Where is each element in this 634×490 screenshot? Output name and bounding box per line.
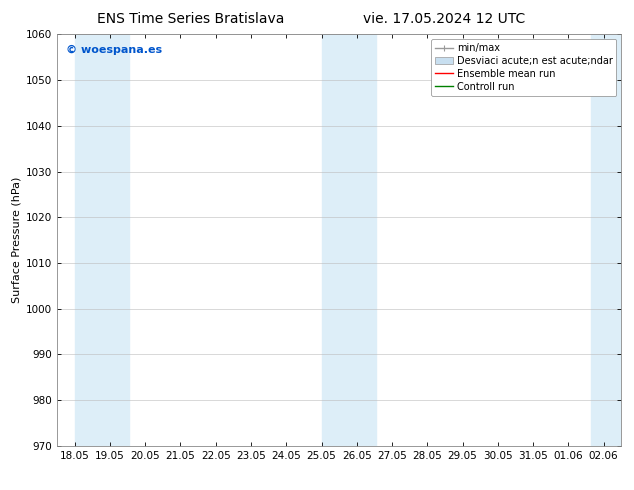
Legend: min/max, Desviaci acute;n est acute;ndar, Ensemble mean run, Controll run: min/max, Desviaci acute;n est acute;ndar… <box>431 39 616 96</box>
Bar <box>321 34 376 446</box>
Y-axis label: Surface Pressure (hPa): Surface Pressure (hPa) <box>12 177 22 303</box>
Bar <box>592 34 621 446</box>
Text: ENS Time Series Bratislava: ENS Time Series Bratislava <box>96 12 284 26</box>
Bar <box>75 34 129 446</box>
Text: © woespana.es: © woespana.es <box>65 45 162 55</box>
Text: vie. 17.05.2024 12 UTC: vie. 17.05.2024 12 UTC <box>363 12 525 26</box>
